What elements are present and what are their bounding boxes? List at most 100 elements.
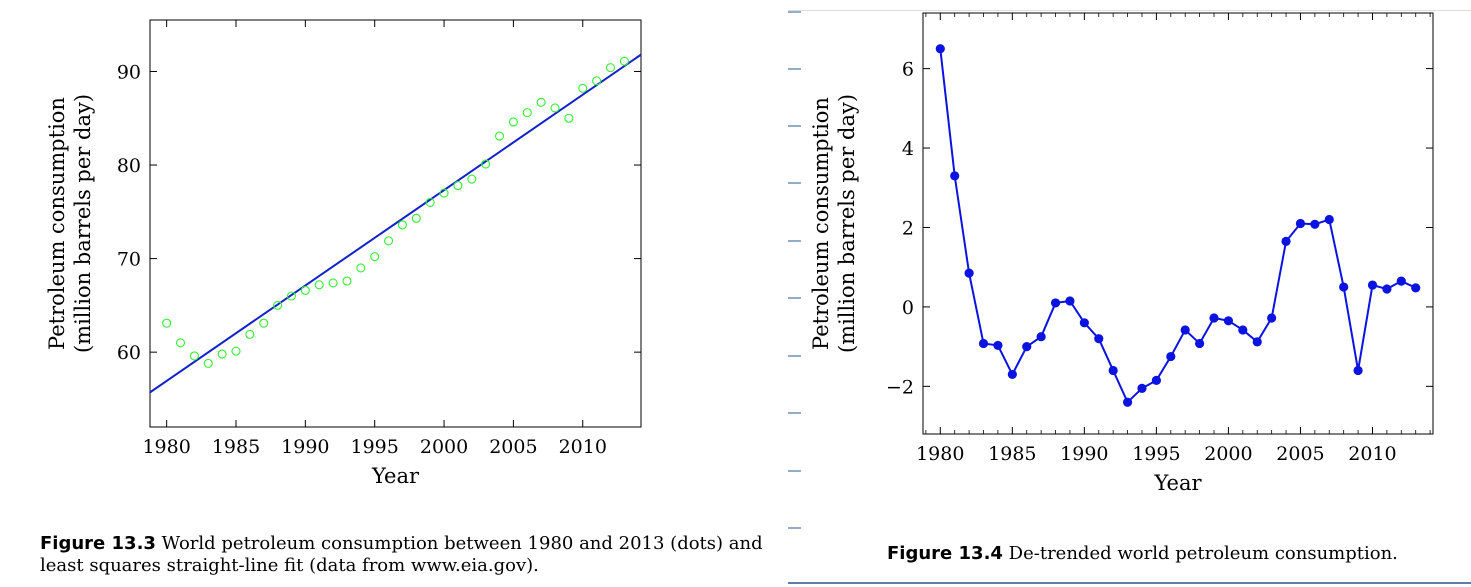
data-marker [1209,313,1219,323]
x-axis-label: Year [371,464,420,488]
chart-detrended-consumption: 1980 1985 1990 1995 2000 2005 2010 −2 0 2 4 6 Year Pe… [809,12,1434,495]
data-point [522,108,532,118]
least-squares-fit-line [149,53,642,394]
plot-frame [149,19,642,428]
data-marker [964,268,974,278]
data-point [425,197,435,207]
data-marker [1094,334,1104,344]
data-marker [1367,280,1378,290]
data-point [578,83,588,93]
y-axis-label: (million barrels per day) [835,94,859,353]
data-marker [1324,214,1334,225]
x-tick-label: 1980 [142,436,190,458]
data-marker [1252,337,1262,347]
x-tick-label: 1980 [916,443,964,465]
data-point [328,278,338,288]
data-marker [1122,397,1133,407]
data-marker [1137,383,1147,393]
data-marker [1180,325,1190,335]
data-point [550,103,560,113]
x-tick-label: 1990 [281,436,329,458]
data-marker [993,340,1003,351]
data-point [411,213,421,223]
y-tick-label: 60 [117,342,141,364]
x-tick-label: 1985 [988,443,1036,465]
caption-label-13-3: Figure 13.3 [40,533,156,554]
x-tick-label: 2010 [559,436,607,458]
data-point [356,263,366,273]
data-point [453,181,463,191]
x-tick-label: 2005 [1276,443,1324,465]
plot-frame [922,12,1434,435]
data-marker [1022,342,1032,352]
data-marker [1007,369,1017,380]
data-marker [978,338,989,349]
caption-figure-13-3: Figure 13.3 World petroleum consumption … [40,533,780,577]
data-marker [1353,365,1363,376]
data-point [259,318,269,328]
data-point [592,76,602,86]
data-marker [1396,276,1406,286]
y-tick-label: 6 [902,59,914,81]
chart-world-consumption: 1980 1985 1990 1995 2000 2005 2010 60 70 80 90 Year… [45,19,642,488]
data-marker [1166,351,1176,362]
caption-text-13-4: De-trended world petroleum consumption. [1008,543,1398,564]
data-point [231,346,241,356]
data-marker [1108,365,1118,376]
data-marker [1382,284,1392,294]
data-marker [1267,313,1277,323]
data-point [467,174,477,184]
caption-text-13-3: World petroleum consumption between 1980… [40,533,763,576]
data-marker [935,44,945,54]
top-rule [788,10,1471,11]
y-axis-label: (million barrels per day) [71,94,95,353]
data-point [314,280,324,290]
caption-figure-13-4: Figure 13.4 De-trended world petroleum c… [887,543,1471,565]
y-axis-label: Petroleum consumption [45,97,69,350]
series-line [939,48,1417,404]
x-tick-label: 1995 [1132,443,1180,465]
data-marker [1238,325,1248,335]
data-marker [1050,298,1061,308]
data-point [273,300,283,310]
bottom-rule [788,582,1471,584]
y-tick-label: 90 [117,61,141,83]
data-marker [1195,338,1205,349]
x-axis-label: Year [1153,471,1202,495]
data-marker [1411,283,1421,293]
x-tick-label: 1990 [1060,443,1108,465]
y-tick-label: 0 [902,297,914,319]
y-tick-label: 4 [902,138,914,160]
y-tick-label: 80 [117,155,141,177]
y-tick-label: 70 [117,249,141,271]
margin-tick-marks [788,11,801,529]
x-tick-label: 2005 [489,436,537,458]
x-tick-label: 1995 [351,436,399,458]
data-point [439,188,449,198]
y-tick-label: −2 [886,376,914,398]
data-point [217,349,227,359]
data-point [481,159,491,169]
data-point [175,338,186,348]
data-point [162,318,172,328]
data-marker [1151,375,1161,385]
data-point [384,236,394,246]
data-marker [1310,219,1320,229]
data-point [203,358,213,368]
x-tick-label: 2010 [1348,443,1396,465]
data-point [342,276,352,286]
data-point [370,252,380,262]
data-marker [1295,218,1306,229]
data-marker [1281,236,1291,246]
data-marker [1036,332,1046,342]
data-point [605,63,616,73]
caption-label-13-4: Figure 13.4 [887,543,1003,564]
data-marker [1223,316,1234,326]
data-point [619,56,629,66]
data-point [189,351,199,361]
y-axis-label: Petroleum consumption [809,97,833,350]
data-point [536,97,546,107]
data-point [508,117,518,127]
x-tick-label: 1985 [212,436,260,458]
